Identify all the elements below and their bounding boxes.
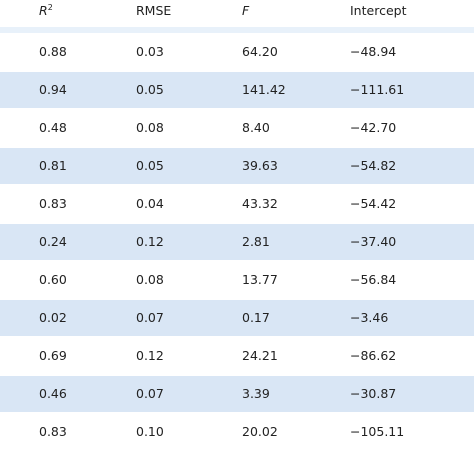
- cell-intercept: −48.94: [350, 44, 397, 59]
- table-row: 0.88 0.03 64.20 −48.94: [0, 34, 474, 72]
- cell-rmse: 0.12: [136, 234, 164, 249]
- table-row: 0.02 0.07 0.17 −3.46: [0, 300, 474, 338]
- cell-intercept: −54.82: [350, 158, 397, 173]
- table-row: 0.24 0.12 2.81 −37.40: [0, 224, 474, 262]
- cell-f: 0.17: [242, 310, 270, 325]
- cell-intercept: −37.40: [350, 234, 397, 249]
- cell-rmse: 0.04: [136, 196, 164, 211]
- table-row: 0.69 0.12 24.21 −86.62: [0, 338, 474, 376]
- cell-r-squared: 0.94: [39, 82, 67, 97]
- cell-intercept: −54.42: [350, 196, 397, 211]
- cell-intercept: −105.11: [350, 424, 405, 439]
- cell-f: 64.20: [242, 44, 278, 59]
- cell-intercept: −42.70: [350, 120, 397, 135]
- table-row: 0.83 0.10 20.02 −105.11: [0, 414, 474, 452]
- table-row: 0.46 0.07 3.39 −30.87: [0, 376, 474, 414]
- cell-f: 13.77: [242, 272, 278, 287]
- cell-f: 24.21: [242, 348, 278, 363]
- cell-f: 8.40: [242, 120, 270, 135]
- cell-r-squared: 0.83: [39, 196, 67, 211]
- header-intercept: Intercept: [350, 3, 407, 18]
- table-header-row: R2 RMSE F Intercept: [0, 0, 474, 24]
- header-r-squared: R2: [39, 0, 53, 22]
- cell-r-squared: 0.48: [39, 120, 67, 135]
- cell-r-squared: 0.81: [39, 158, 67, 173]
- cell-intercept: −86.62: [350, 348, 397, 363]
- cell-f: 3.39: [242, 386, 270, 401]
- cell-r-squared: 0.24: [39, 234, 67, 249]
- cell-intercept: −56.84: [350, 272, 397, 287]
- cell-r-squared: 0.83: [39, 424, 67, 439]
- table-row: 0.48 0.08 8.40 −42.70: [0, 110, 474, 148]
- cell-rmse: 0.10: [136, 424, 164, 439]
- cell-rmse: 0.08: [136, 120, 164, 135]
- header-divider: [0, 27, 474, 33]
- cell-r-squared: 0.60: [39, 272, 67, 287]
- cell-f: 39.63: [242, 158, 278, 173]
- cell-r-squared: 0.69: [39, 348, 67, 363]
- table-row: 0.60 0.08 13.77 −56.84: [0, 262, 474, 300]
- table-row: 0.94 0.05 141.42 −111.61: [0, 72, 474, 110]
- cell-rmse: 0.03: [136, 44, 164, 59]
- cell-f: 20.02: [242, 424, 278, 439]
- cell-rmse: 0.07: [136, 310, 164, 325]
- cell-f: 2.81: [242, 234, 270, 249]
- cell-intercept: −3.46: [350, 310, 389, 325]
- header-f: F: [242, 3, 250, 18]
- cell-rmse: 0.08: [136, 272, 164, 287]
- cell-r-squared: 0.88: [39, 44, 67, 59]
- cell-rmse: 0.12: [136, 348, 164, 363]
- cell-rmse: 0.05: [136, 158, 164, 173]
- cell-f: 43.32: [242, 196, 278, 211]
- table-row: 0.81 0.05 39.63 −54.82: [0, 148, 474, 186]
- cell-r-squared: 0.02: [39, 310, 67, 325]
- cell-rmse: 0.05: [136, 82, 164, 97]
- header-rmse: RMSE: [136, 3, 172, 18]
- cell-intercept: −111.61: [350, 82, 405, 97]
- header-r-squared-superscript: 2: [47, 2, 53, 12]
- cell-intercept: −30.87: [350, 386, 397, 401]
- cell-r-squared: 0.46: [39, 386, 67, 401]
- cell-f: 141.42: [242, 82, 286, 97]
- table-row: 0.83 0.04 43.32 −54.42: [0, 186, 474, 224]
- cell-rmse: 0.07: [136, 386, 164, 401]
- header-r-squared-base: R: [39, 3, 48, 18]
